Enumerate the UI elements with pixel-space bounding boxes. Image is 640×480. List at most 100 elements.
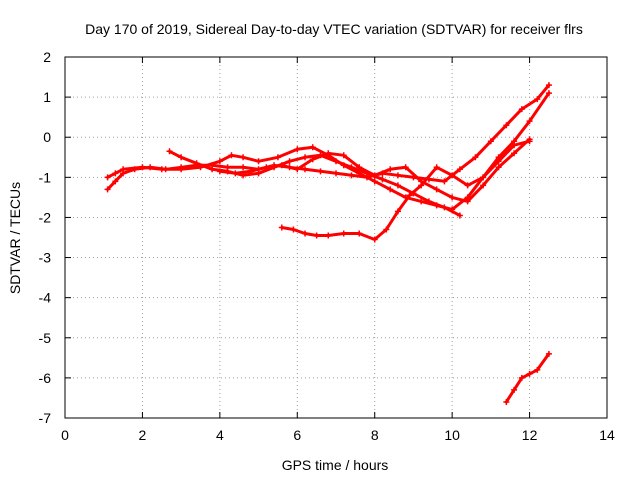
y-axis-title: SDTVAR / TECUs xyxy=(7,182,23,294)
data-point-marker xyxy=(216,158,223,165)
data-point-marker xyxy=(333,158,339,165)
data-point-marker xyxy=(139,164,146,171)
data-point-marker xyxy=(104,186,111,193)
data-point-marker xyxy=(449,172,456,179)
data-point-marker xyxy=(402,164,409,171)
data-point-marker xyxy=(255,158,262,165)
data-point-marker xyxy=(255,170,262,177)
x-tick-label: 4 xyxy=(216,427,224,443)
y-tick-label: -7 xyxy=(39,410,52,426)
y-tick-label: 2 xyxy=(43,49,51,65)
data-point-marker xyxy=(511,386,518,393)
data-point-marker xyxy=(379,176,386,183)
x-axis-title: GPS time / hours xyxy=(282,457,389,473)
data-point-marker xyxy=(387,166,394,173)
data-point-marker xyxy=(371,236,378,243)
data-point-marker xyxy=(340,152,347,159)
data-point-marker xyxy=(545,90,552,97)
x-tick-label: 2 xyxy=(139,427,147,443)
x-tick-label: 14 xyxy=(599,427,615,443)
data-point-marker xyxy=(534,96,541,103)
data-point-marker xyxy=(247,168,254,175)
data-point-marker xyxy=(383,226,390,233)
data-point-marker xyxy=(433,164,440,171)
data-point-marker xyxy=(480,182,487,189)
chart-title: Day 170 of 2019, Sidereal Day-to-day VTE… xyxy=(85,21,583,37)
data-point-marker xyxy=(333,170,339,177)
data-point-marker xyxy=(418,182,425,189)
data-point-marker xyxy=(309,156,316,163)
data-point-marker xyxy=(545,350,552,357)
data-point-marker xyxy=(406,192,413,199)
data-point-marker xyxy=(495,164,502,171)
data-point-marker xyxy=(356,230,363,237)
data-point-marker xyxy=(290,226,297,233)
data-point-marker xyxy=(394,182,401,189)
data-point-marker xyxy=(441,204,448,211)
data-point-marker xyxy=(294,166,301,173)
data-point-marker xyxy=(371,178,378,185)
data-point-marker xyxy=(348,172,355,179)
data-point-marker xyxy=(104,174,111,181)
series-track-6 xyxy=(503,350,552,405)
data-point-marker xyxy=(449,194,456,201)
data-point-marker xyxy=(340,230,347,237)
data-point-marker xyxy=(166,148,173,155)
series-line xyxy=(504,352,551,404)
y-tick-label: 1 xyxy=(43,89,51,105)
data-point-marker xyxy=(418,198,425,205)
data-point-marker xyxy=(240,164,247,171)
data-point-marker xyxy=(274,154,281,161)
data-point-marker xyxy=(534,366,541,373)
data-point-marker xyxy=(526,138,533,145)
data-point-marker xyxy=(487,138,494,145)
y-tick-label: -4 xyxy=(39,290,52,306)
data-point-marker xyxy=(348,164,355,171)
data-point-marker xyxy=(178,154,185,161)
y-tick-label: -6 xyxy=(39,370,52,386)
y-tick-label: -1 xyxy=(39,169,52,185)
data-point-marker xyxy=(464,198,471,205)
series-track-5 xyxy=(278,138,533,243)
data-point-marker xyxy=(495,158,502,165)
data-point-marker xyxy=(511,150,518,157)
data-point-marker xyxy=(193,160,200,167)
data-point-marker xyxy=(278,162,285,169)
y-tick-label: -2 xyxy=(39,209,52,225)
data-point-marker xyxy=(503,398,510,405)
data-point-marker xyxy=(294,146,301,153)
data-point-marker xyxy=(325,150,332,157)
data-point-marker xyxy=(313,232,320,239)
data-point-marker xyxy=(216,168,223,175)
data-point-marker xyxy=(228,152,235,159)
series-track-4 xyxy=(216,136,533,205)
data-point-marker xyxy=(309,144,316,151)
data-point-marker xyxy=(425,198,432,205)
data-point-marker xyxy=(518,374,525,381)
data-point-marker xyxy=(371,172,378,179)
x-tick-label: 0 xyxy=(61,427,69,443)
data-point-marker xyxy=(178,166,185,173)
data-point-marker xyxy=(317,168,324,175)
data-point-marker xyxy=(240,154,247,161)
data-point-marker xyxy=(511,142,518,149)
data-point-marker xyxy=(394,208,401,215)
data-point-marker xyxy=(472,154,479,161)
data-point-marker xyxy=(302,166,309,173)
data-point-marker xyxy=(480,174,487,181)
data-point-marker xyxy=(209,166,216,173)
data-point-marker xyxy=(526,118,533,125)
data-point-marker xyxy=(263,164,270,171)
data-point-marker xyxy=(433,186,440,193)
data-point-marker xyxy=(120,166,127,173)
data-point-marker xyxy=(456,166,463,173)
data-point-marker xyxy=(441,178,448,185)
data-point-marker xyxy=(456,212,463,219)
data-point-marker xyxy=(158,166,165,173)
x-tick-label: 8 xyxy=(371,427,379,443)
data-point-marker xyxy=(278,224,285,231)
data-point-marker xyxy=(518,106,525,113)
